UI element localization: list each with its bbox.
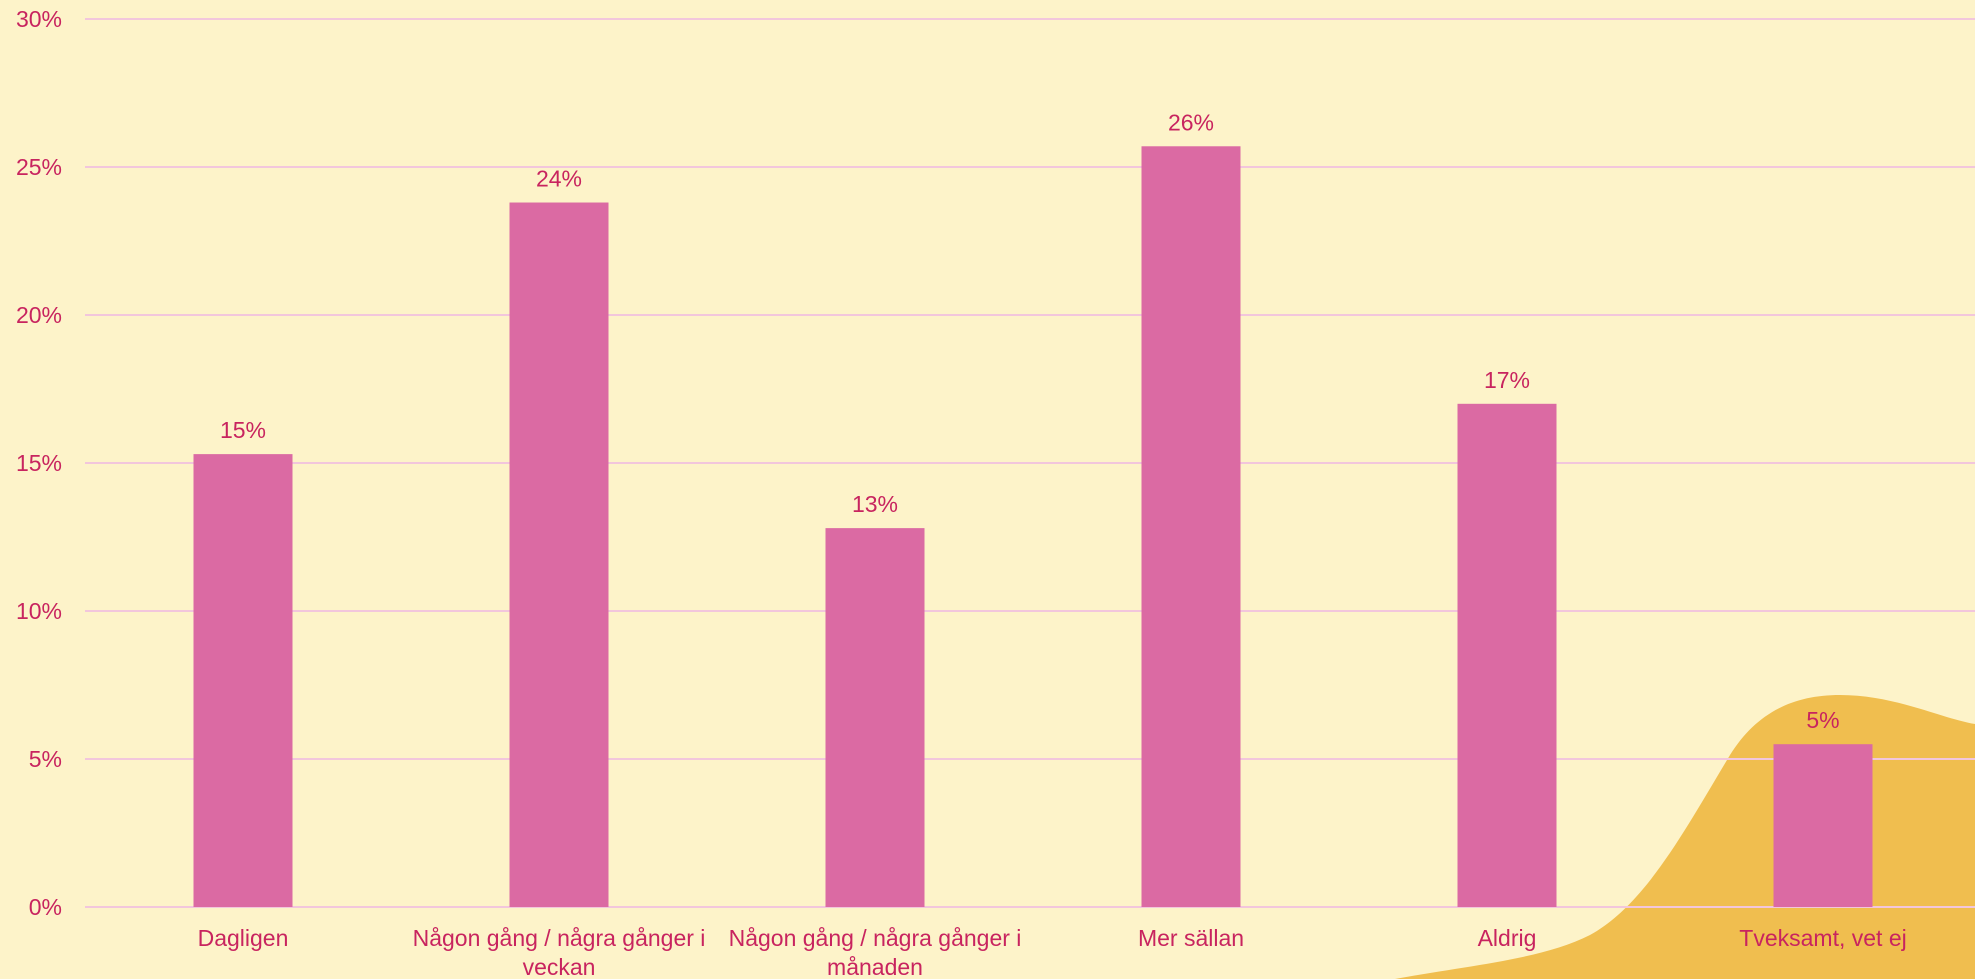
bar-value-label: 13% [852,491,898,517]
x-category-label: Dagligen [198,925,289,951]
bar [1141,146,1241,907]
bar-value-label: 5% [1806,707,1839,733]
y-tick-label: 25% [16,154,62,180]
y-axis-tick-labels: 0% 5% 10% 15% 20% 25% 30% [16,6,62,920]
y-tick-label: 10% [16,598,62,624]
x-category-label: Tveksamt, vet ej [1739,925,1906,951]
x-category-label: Någon gång / några gånger i månaden [729,925,1022,979]
bar-value-label: 15% [220,417,266,443]
x-category-label: Aldrig [1478,925,1537,951]
bar [193,454,293,907]
x-category-label: Mer sällan [1138,925,1244,951]
y-tick-label: 30% [16,6,62,32]
bars [193,146,1873,907]
bar [509,202,609,907]
bar [1457,403,1557,907]
bar-value-labels: 15% 24% 13% 26% 17% 5% [220,109,1840,733]
gridlines [85,18,1975,908]
bar [825,528,925,907]
bar-value-label: 24% [536,166,582,192]
bar [1773,744,1873,907]
y-tick-label: 20% [16,302,62,328]
y-tick-label: 0% [29,894,62,920]
x-category-label: Någon gång / några gånger i veckan [413,925,706,979]
y-tick-label: 5% [29,746,62,772]
bar-value-label: 17% [1484,367,1530,393]
bar-value-label: 26% [1168,109,1214,135]
y-tick-label: 15% [16,450,62,476]
x-axis-category-labels: Dagligen Någon gång / några gånger i vecka… [198,925,1907,979]
